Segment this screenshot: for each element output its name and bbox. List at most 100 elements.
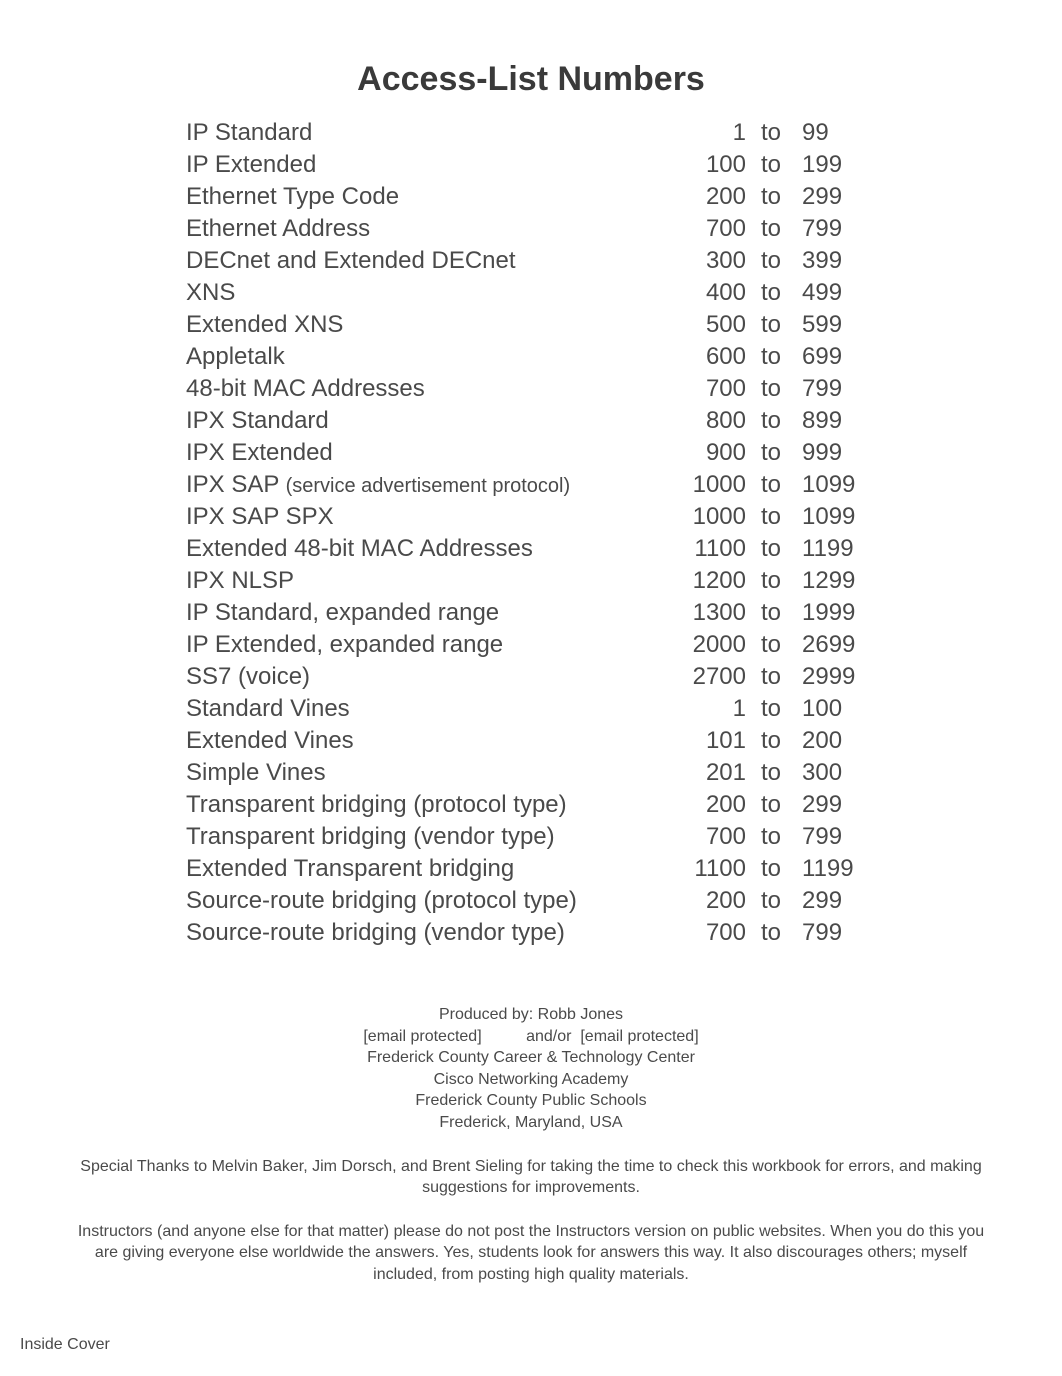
- table-row: Extended XNS500to599: [186, 309, 876, 341]
- acl-to: 899: [796, 405, 876, 437]
- acl-to: 799: [796, 917, 876, 949]
- acl-name: Source-route bridging (vendor type): [186, 917, 666, 949]
- acl-name: XNS: [186, 277, 666, 309]
- credit-email: [email protected]: [363, 1028, 481, 1045]
- acl-to-word: to: [746, 149, 796, 181]
- acl-to-word: to: [746, 245, 796, 277]
- acl-from: 101: [666, 725, 746, 757]
- acl-name: IPX SAP SPX: [186, 501, 666, 533]
- acl-to: 1299: [796, 565, 876, 597]
- acl-to-word: to: [746, 597, 796, 629]
- acl-name: Ethernet Address: [186, 213, 666, 245]
- acl-name: Transparent bridging (vendor type): [186, 821, 666, 853]
- page-title: Access-List Numbers: [70, 60, 992, 99]
- acl-name: SS7 (voice): [186, 661, 666, 693]
- credit-line: Produced by: Robb Jones: [70, 1004, 992, 1026]
- table-row: 48-bit MAC Addresses700to799: [186, 373, 876, 405]
- acl-from: 700: [666, 373, 746, 405]
- table-row: IPX SAP (service advertisement protocol)…: [186, 469, 876, 501]
- credit-line: [email protected] and/or [email protecte…: [70, 1026, 992, 1048]
- acl-from: 600: [666, 341, 746, 373]
- acl-name: IPX SAP (service advertisement protocol): [186, 469, 666, 501]
- acl-from: 200: [666, 789, 746, 821]
- instructors-line: Instructors (and anyone else for that ma…: [78, 1223, 826, 1240]
- acl-to: 1999: [796, 597, 876, 629]
- acl-to: 299: [796, 181, 876, 213]
- acl-from: 1100: [666, 533, 746, 565]
- acl-from: 1100: [666, 853, 746, 885]
- table-row: Simple Vines201to300: [186, 757, 876, 789]
- table-row: IP Standard, expanded range1300to1999: [186, 597, 876, 629]
- acl-name: Extended XNS: [186, 309, 666, 341]
- acl-from: 1: [666, 117, 746, 149]
- credit-line: Frederick, Maryland, USA: [70, 1112, 992, 1134]
- acl-from: 1200: [666, 565, 746, 597]
- thanks-block: Special Thanks to Melvin Baker, Jim Dors…: [70, 1156, 992, 1199]
- table-row: IP Extended100to199: [186, 149, 876, 181]
- acl-to-word: to: [746, 917, 796, 949]
- acl-to: 499: [796, 277, 876, 309]
- credits-block: Produced by: Robb Jones [email protected…: [70, 1004, 992, 1134]
- acl-to: 2999: [796, 661, 876, 693]
- table-row: Extended Vines101to200: [186, 725, 876, 757]
- acl-to: 799: [796, 213, 876, 245]
- acl-name: IP Standard: [186, 117, 666, 149]
- acl-from: 500: [666, 309, 746, 341]
- table-row: SS7 (voice)2700to2999: [186, 661, 876, 693]
- acl-from: 201: [666, 757, 746, 789]
- acl-to-word: to: [746, 533, 796, 565]
- table-row: Ethernet Type Code200to299: [186, 181, 876, 213]
- acl-to: 100: [796, 693, 876, 725]
- table-row: Appletalk600to699: [186, 341, 876, 373]
- table-row: Extended 48-bit MAC Addresses1100to1199: [186, 533, 876, 565]
- acl-from: 1000: [666, 501, 746, 533]
- acl-name: DECnet and Extended DECnet: [186, 245, 666, 277]
- table-row: Ethernet Address700to799: [186, 213, 876, 245]
- acl-from: 100: [666, 149, 746, 181]
- acl-to-word: to: [746, 757, 796, 789]
- table-row: IP Extended, expanded range2000to2699: [186, 629, 876, 661]
- table-row: Transparent bridging (protocol type)200t…: [186, 789, 876, 821]
- acl-to-word: to: [746, 309, 796, 341]
- acl-name: IPX Extended: [186, 437, 666, 469]
- table-row: IPX NLSP1200to1299: [186, 565, 876, 597]
- acl-name: Standard Vines: [186, 693, 666, 725]
- acl-to: 2699: [796, 629, 876, 661]
- acl-to-word: to: [746, 117, 796, 149]
- acl-to-word: to: [746, 821, 796, 853]
- acl-to-word: to: [746, 853, 796, 885]
- acl-to-word: to: [746, 469, 796, 501]
- table-row: IPX Extended900to999: [186, 437, 876, 469]
- acl-name: Extended Vines: [186, 725, 666, 757]
- acl-to: 199: [796, 149, 876, 181]
- acl-name: Extended Transparent bridging: [186, 853, 666, 885]
- acl-name: 48-bit MAC Addresses: [186, 373, 666, 405]
- acl-from: 1300: [666, 597, 746, 629]
- acl-to: 699: [796, 341, 876, 373]
- acl-name: Ethernet Type Code: [186, 181, 666, 213]
- credit-line: Frederick County Career & Technology Cen…: [70, 1047, 992, 1069]
- acl-to: 1199: [796, 853, 876, 885]
- table-row: IP Standard1to99: [186, 117, 876, 149]
- table-row: IPX Standard800to899: [186, 405, 876, 437]
- acl-to-word: to: [746, 789, 796, 821]
- acl-from: 900: [666, 437, 746, 469]
- acl-name: IPX NLSP: [186, 565, 666, 597]
- acl-name: IPX Standard: [186, 405, 666, 437]
- acl-to-word: to: [746, 565, 796, 597]
- acl-to-word: to: [746, 725, 796, 757]
- acl-to-word: to: [746, 693, 796, 725]
- credit-line: Frederick County Public Schools: [70, 1090, 992, 1112]
- acl-name: Appletalk: [186, 341, 666, 373]
- acl-to: 1199: [796, 533, 876, 565]
- acl-to-word: to: [746, 213, 796, 245]
- acl-from: 200: [666, 181, 746, 213]
- acl-to: 299: [796, 789, 876, 821]
- instructors-block: Instructors (and anyone else for that ma…: [70, 1221, 992, 1286]
- table-row: DECnet and Extended DECnet300to399: [186, 245, 876, 277]
- acl-to: 799: [796, 821, 876, 853]
- acl-to: 1099: [796, 501, 876, 533]
- acl-to-word: to: [746, 661, 796, 693]
- acl-from: 300: [666, 245, 746, 277]
- credit-email: [email protected]: [580, 1028, 698, 1045]
